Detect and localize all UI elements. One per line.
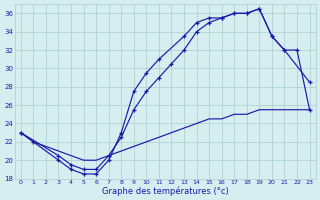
X-axis label: Graphe des températures (°c): Graphe des températures (°c) [102, 186, 228, 196]
